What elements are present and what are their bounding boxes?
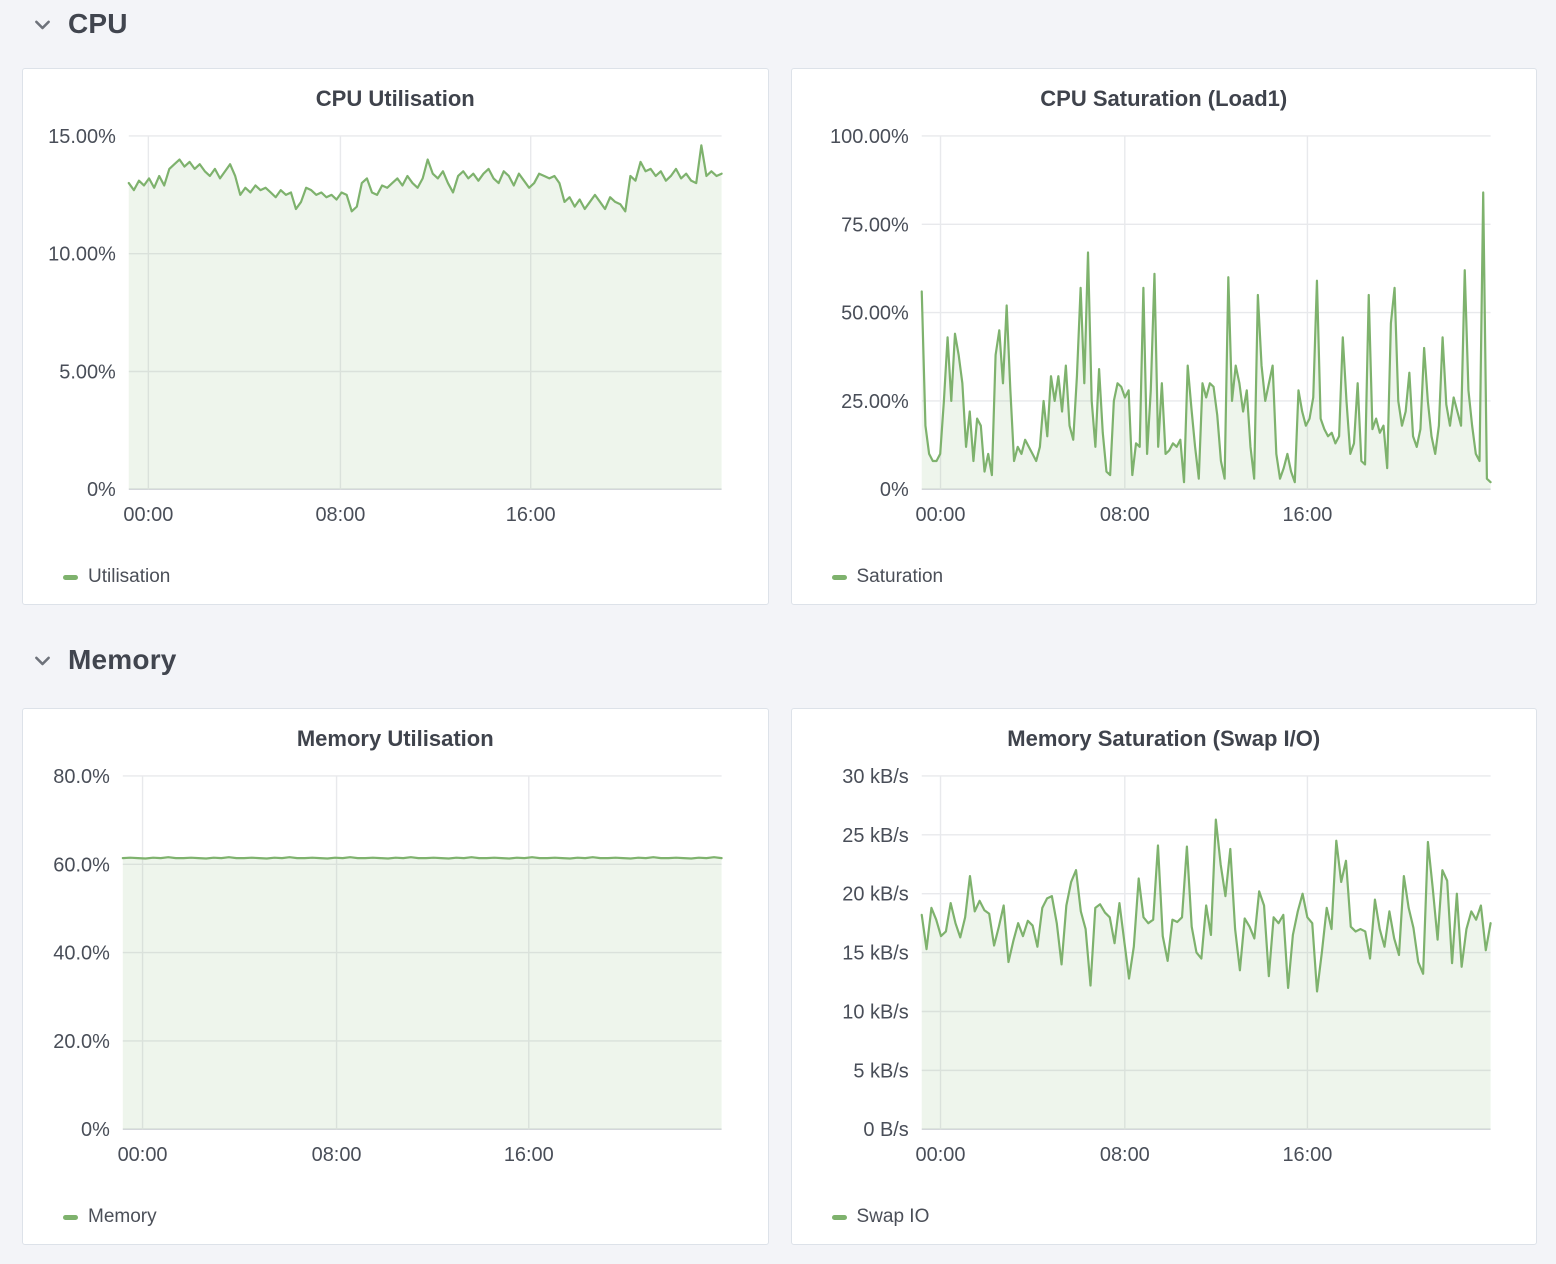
chevron-down-icon <box>32 14 53 35</box>
svg-text:0%: 0% <box>879 479 908 501</box>
svg-text:00:00: 00:00 <box>915 504 965 526</box>
chart-cpu-utilisation[interactable]: 15.00% 10.00% 5.00% 0% 00:00 08:00 16:00 <box>23 120 768 529</box>
x-axis-labels: 00:00 08:00 16:00 <box>915 504 1332 526</box>
legend-item-memory[interactable]: Memory <box>63 1206 768 1244</box>
svg-text:20.0%: 20.0% <box>53 1031 110 1053</box>
legend-label: Memory <box>88 1206 157 1227</box>
y-axis-labels: 15.00% 10.00% 5.00% 0% <box>48 126 116 501</box>
y-axis-labels: 80.0% 60.0% 40.0% 20.0% 0% <box>53 766 110 1141</box>
svg-text:10 kB/s: 10 kB/s <box>842 1001 909 1023</box>
series-area <box>122 857 722 1130</box>
series-area <box>921 192 1491 490</box>
svg-text:75.00%: 75.00% <box>841 214 909 236</box>
svg-text:25 kB/s: 25 kB/s <box>842 825 909 847</box>
svg-text:5.00%: 5.00% <box>59 361 116 383</box>
section-header-memory[interactable]: Memory <box>32 638 1537 682</box>
svg-text:08:00: 08:00 <box>1099 1144 1149 1166</box>
svg-text:25.00%: 25.00% <box>841 391 909 413</box>
svg-text:08:00: 08:00 <box>315 504 365 526</box>
svg-text:60.0%: 60.0% <box>53 854 110 876</box>
legend-item-utilisation[interactable]: Utilisation <box>63 566 768 604</box>
svg-text:08:00: 08:00 <box>1099 504 1149 526</box>
svg-text:15 kB/s: 15 kB/s <box>842 943 909 965</box>
svg-text:08:00: 08:00 <box>312 1144 362 1166</box>
series-line <box>920 818 1492 993</box>
panel-memory-utilisation: Memory Utilisation 80.0% 60.0% 40.0% 20.0% 0… <box>22 708 769 1245</box>
chart-memory-utilisation[interactable]: 80.0% 60.0% 40.0% 20.0% 0% 00:00 08:00 16:00 <box>23 760 768 1169</box>
svg-text:30 kB/s: 30 kB/s <box>842 766 909 788</box>
svg-text:0 B/s: 0 B/s <box>863 1119 908 1141</box>
x-axis-labels: 00:00 08:00 16:00 <box>915 1144 1332 1166</box>
series-area <box>921 819 1491 1130</box>
legend-label: Utilisation <box>88 566 171 587</box>
svg-text:00:00: 00:00 <box>915 1144 965 1166</box>
svg-text:50.00%: 50.00% <box>841 303 909 325</box>
legend-label: Swap IO <box>856 1206 930 1227</box>
svg-text:0%: 0% <box>87 479 116 501</box>
panel-title[interactable]: CPU Utilisation <box>315 86 475 111</box>
section-header-cpu[interactable]: CPU <box>32 2 1537 46</box>
svg-text:00:00: 00:00 <box>123 504 173 526</box>
svg-text:20 kB/s: 20 kB/s <box>842 884 909 906</box>
gridlines <box>122 775 722 1130</box>
panel-cpu-saturation: CPU Saturation (Load1) 100.00% 75.00% 50.0… <box>790 68 1537 605</box>
svg-text:16:00: 16:00 <box>1282 1144 1332 1166</box>
panel-title[interactable]: Memory Saturation (Swap I/O) <box>1007 726 1321 751</box>
series-color-swatch <box>831 1214 847 1220</box>
svg-text:0%: 0% <box>81 1119 110 1141</box>
memory-panel-row: Memory Utilisation 80.0% 60.0% 40.0% 20.0% 0… <box>22 708 1537 1245</box>
svg-text:16:00: 16:00 <box>504 1144 554 1166</box>
series-line <box>920 191 1492 484</box>
legend-item-saturation[interactable]: Saturation <box>831 566 1537 604</box>
series-color-swatch <box>831 574 847 580</box>
svg-text:80.0%: 80.0% <box>53 766 110 788</box>
x-axis-labels: 00:00 08:00 16:00 <box>118 1144 554 1166</box>
x-axis-labels: 00:00 08:00 16:00 <box>123 504 555 526</box>
section-title-memory: Memory <box>68 644 177 675</box>
y-axis-labels: 100.00% 75.00% 50.00% 25.00% 0% <box>830 126 909 501</box>
svg-text:40.0%: 40.0% <box>53 943 110 965</box>
panel-memory-saturation: Memory Saturation (Swap I/O) 30 kB/s 25 k… <box>790 708 1537 1245</box>
series-color-swatch <box>63 1214 78 1220</box>
series-line <box>127 144 723 213</box>
series-color-swatch <box>63 574 78 580</box>
chart-cpu-saturation[interactable]: 100.00% 75.00% 50.00% 25.00% 0% 00:00 08:00 16:… <box>792 120 1537 529</box>
panel-cpu-utilisation: CPU Utilisation 15.00% 10.00% 5.00% 0% 00:00… <box>22 68 769 605</box>
svg-text:10.00%: 10.00% <box>48 244 116 266</box>
chart-memory-saturation[interactable]: 30 kB/s 25 kB/s 20 kB/s 15 kB/s 10 kB/s 5 kB/… <box>792 760 1537 1169</box>
series-area <box>128 145 722 490</box>
legend-label: Saturation <box>856 566 944 587</box>
svg-text:15.00%: 15.00% <box>48 126 116 148</box>
panel-title[interactable]: CPU Saturation (Load1) <box>1040 86 1288 111</box>
chevron-down-icon <box>32 650 53 671</box>
svg-text:100.00%: 100.00% <box>830 126 909 148</box>
svg-text:5 kB/s: 5 kB/s <box>853 1060 908 1082</box>
legend-item-swap-io[interactable]: Swap IO <box>831 1206 1537 1244</box>
cpu-panel-row: CPU Utilisation 15.00% 10.00% 5.00% 0% 00:00… <box>22 68 1537 605</box>
svg-text:00:00: 00:00 <box>118 1144 168 1166</box>
panel-title[interactable]: Memory Utilisation <box>296 726 494 751</box>
svg-text:16:00: 16:00 <box>506 504 556 526</box>
y-axis-labels: 30 kB/s 25 kB/s 20 kB/s 15 kB/s 10 kB/s 5 kB/… <box>842 766 909 1141</box>
series-line <box>121 856 723 860</box>
svg-text:16:00: 16:00 <box>1282 504 1332 526</box>
section-title-cpu: CPU <box>68 8 128 39</box>
gridlines <box>921 135 1491 490</box>
